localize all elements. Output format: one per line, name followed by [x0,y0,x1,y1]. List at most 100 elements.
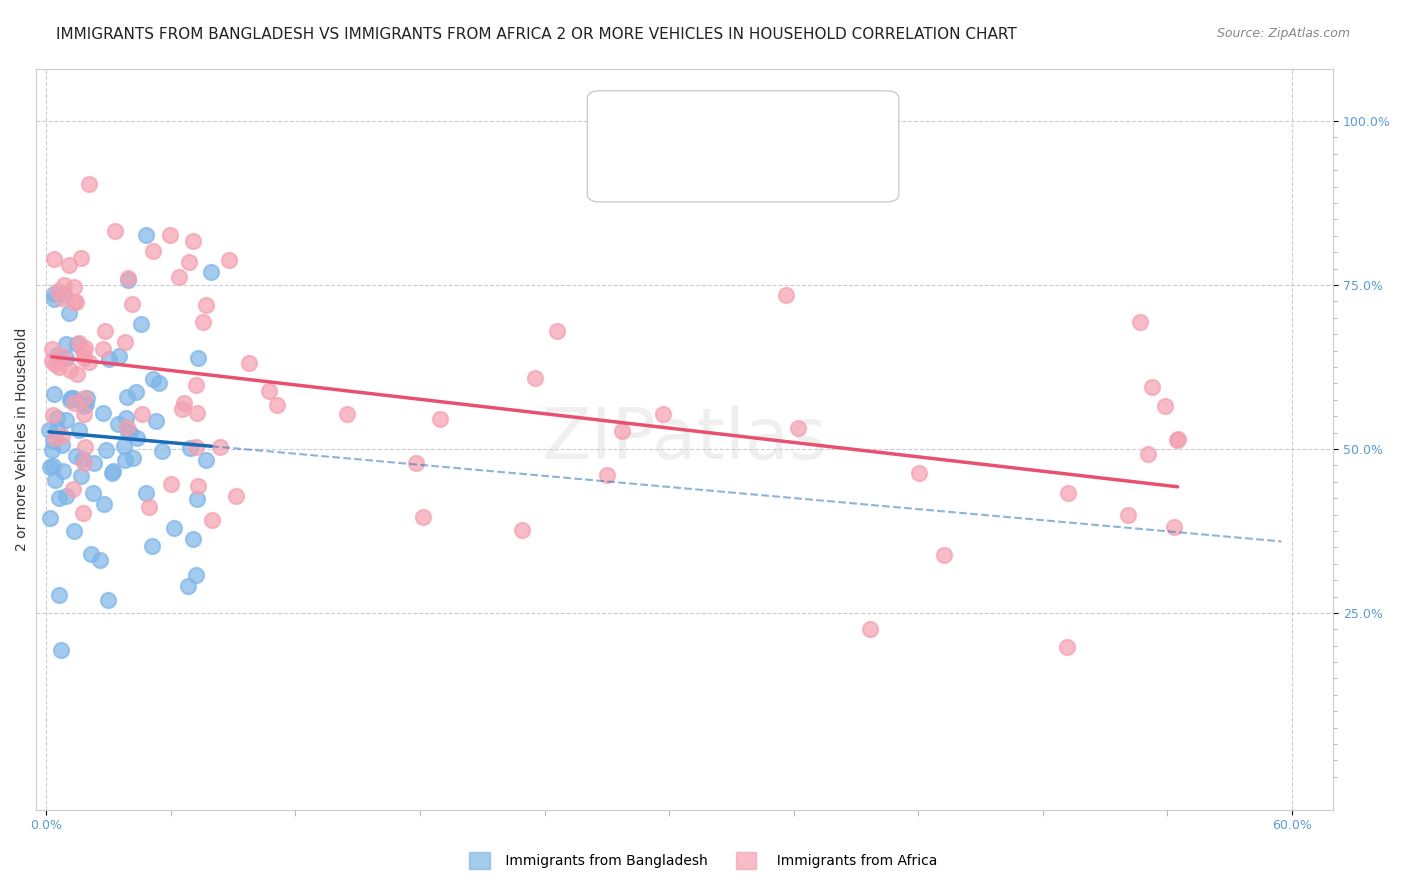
Point [75,441,97,455]
Point [76,391,98,405]
Point [55,489,77,503]
Point [195,298,218,312]
Point [907,466,929,480]
Point [932,548,955,562]
Point [52,278,75,293]
Point [148,376,170,391]
Point [238,356,260,370]
Point [651,407,673,421]
Point [1167,432,1189,446]
Point [150,444,173,458]
Point [39,511,62,525]
Point [73,407,96,421]
Point [186,406,208,420]
Point [66,367,89,381]
Point [65,449,87,463]
Point [38,459,60,474]
Point [112,439,135,453]
Point [75,397,97,411]
Point [45,349,67,363]
Point [429,412,451,426]
Point [1116,508,1139,523]
Point [1056,640,1078,654]
Point [596,468,619,483]
Point [184,378,207,392]
Point [160,476,183,491]
Point [51,349,73,363]
Point [65,337,87,351]
Point [138,500,160,514]
Point [41,354,63,368]
Point [336,407,359,421]
Point [49,642,72,657]
Point [65,295,87,310]
Point [60,391,83,405]
Point [94,442,117,457]
Point [77,178,100,192]
Point [194,452,217,467]
Point [73,351,96,365]
Point [46,422,69,436]
Point [181,234,204,248]
Point [412,510,434,524]
Point [142,371,165,385]
Point [859,622,882,636]
Point [83,456,105,470]
Point [172,402,194,417]
Point [52,286,75,301]
Point [79,355,101,369]
Point [55,351,77,366]
Point [42,458,65,473]
Point [200,265,222,279]
Point [91,406,114,420]
Point [142,244,165,258]
Point [101,466,124,480]
Point [510,523,533,537]
Point [186,491,208,506]
Point [80,547,103,561]
Point [41,343,63,357]
Point [135,486,157,500]
Point [44,357,66,371]
Point [114,335,136,350]
Text: Source: ZipAtlas.com: Source: ZipAtlas.com [1216,27,1350,40]
Point [45,410,67,425]
Point [51,291,73,305]
Point [38,423,60,437]
Point [163,521,186,535]
Point [73,391,96,405]
Point [114,453,136,467]
Point [98,351,121,366]
Point [1057,485,1080,500]
Point [191,315,214,329]
Point [218,252,240,267]
Point [89,552,111,566]
Point [167,269,190,284]
Text: N = 87: N = 87 [742,119,796,132]
Point [257,384,280,398]
Point [122,451,145,466]
Point [787,421,810,435]
Point [117,420,139,434]
Point [55,413,77,427]
Point [159,228,181,243]
Point [48,491,70,505]
Point [42,387,65,401]
Point [124,385,146,400]
Point [58,305,80,319]
Point [93,324,115,338]
Legend: , : , [718,94,768,150]
Point [546,324,568,338]
Point [55,337,77,351]
Point [69,252,91,266]
Point [73,456,96,470]
Point [62,482,84,496]
Point [46,284,69,298]
Point [118,425,141,440]
Point [42,434,65,448]
Point [1153,399,1175,413]
Point [67,336,90,351]
Point [208,440,231,454]
Point [1163,520,1185,534]
Point [184,567,207,582]
